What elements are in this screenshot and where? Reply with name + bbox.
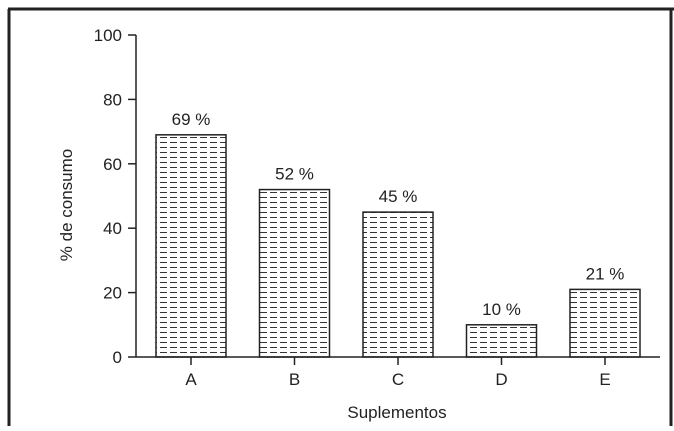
bar-value-label: 10 % — [482, 300, 521, 319]
x-tick-label: A — [185, 370, 197, 389]
x-tick-label: C — [392, 370, 404, 389]
y-tick-label: 60 — [103, 155, 122, 174]
bar-value-label: 52 % — [275, 165, 314, 184]
x-tick-label: B — [289, 370, 300, 389]
y-tick-label: 100 — [94, 26, 122, 45]
x-axis-title: Suplementos — [347, 403, 446, 422]
bar-value-label: 21 % — [586, 264, 625, 283]
bar — [362, 211, 434, 358]
x-tick-label: E — [599, 370, 610, 389]
bar — [569, 288, 641, 358]
y-tick-label: 0 — [113, 348, 122, 367]
bar — [465, 324, 538, 358]
y-tick-label: 20 — [103, 284, 122, 303]
y-tick-label: 40 — [103, 219, 122, 238]
y-axis-title: % de consumo — [57, 149, 76, 261]
bar — [155, 134, 227, 358]
y-tick-label: 80 — [103, 90, 122, 109]
bar-value-label: 69 % — [172, 110, 211, 129]
x-tick-label: D — [495, 370, 507, 389]
bar-value-label: 45 % — [379, 187, 418, 206]
bar — [258, 188, 331, 358]
